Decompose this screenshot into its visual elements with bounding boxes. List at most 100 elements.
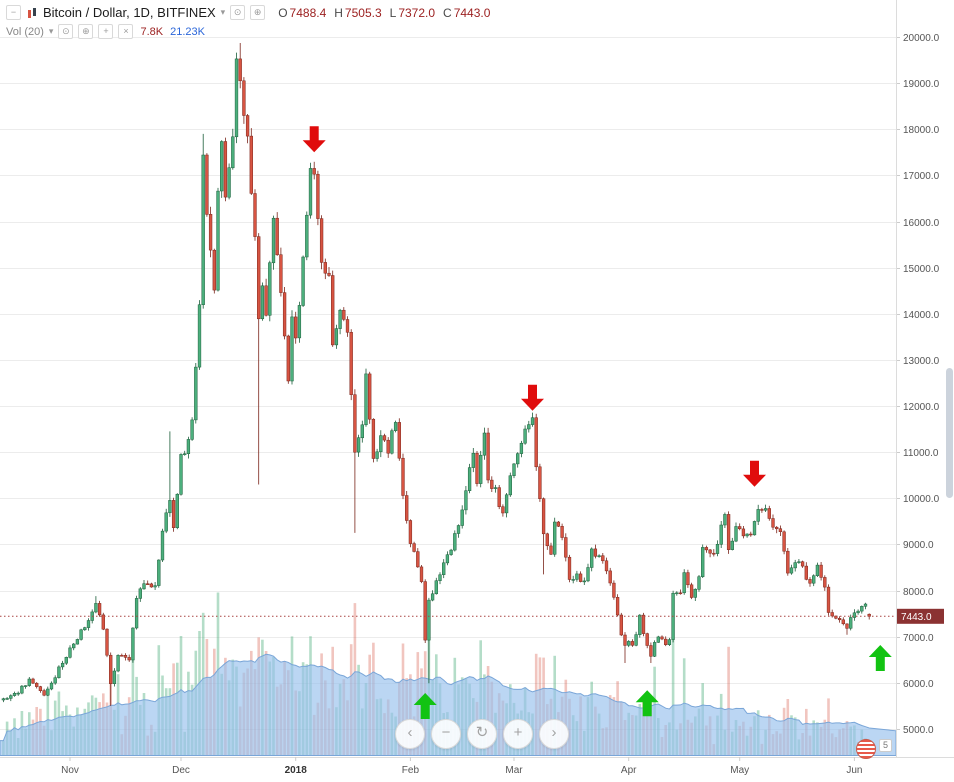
- y-axis-label: 14000.0: [903, 310, 940, 321]
- candle: [257, 236, 261, 320]
- candle: [290, 316, 294, 382]
- y-axis-label: 17000.0: [903, 171, 940, 182]
- close-icon[interactable]: ×: [118, 24, 134, 39]
- settings-icon[interactable]: ⊕: [78, 24, 94, 39]
- x-axis-label: Jun: [846, 765, 862, 776]
- candle: [760, 509, 764, 511]
- candle: [94, 603, 98, 613]
- candle: [541, 498, 546, 535]
- y-axis-label: 8000.0: [903, 587, 934, 598]
- candle: [349, 332, 353, 395]
- candle: [109, 654, 113, 684]
- candle: [830, 612, 834, 617]
- candle: [556, 521, 561, 527]
- close-label: C: [443, 5, 452, 20]
- y-axis-label: 7000.0: [903, 633, 934, 644]
- last-price-tag: 7443.0: [897, 608, 944, 624]
- candle: [168, 500, 172, 514]
- candle: [197, 304, 202, 368]
- broker-logo-icon[interactable]: [856, 739, 876, 759]
- visibility-icon[interactable]: ⊙: [58, 24, 74, 39]
- candle: [190, 419, 194, 440]
- down-arrow-annotation: [302, 126, 326, 153]
- volume-value: 7.8K: [140, 25, 164, 38]
- candle: [142, 583, 146, 590]
- candle: [756, 509, 760, 522]
- candle: [501, 506, 505, 514]
- open-label: O: [278, 5, 288, 20]
- candle: [123, 655, 128, 658]
- settings-icon[interactable]: ⊕: [250, 5, 266, 20]
- add-icon[interactable]: +: [98, 24, 114, 39]
- symbol-title[interactable]: Bitcoin / Dollar, 1D, BITFINEX: [43, 5, 216, 20]
- high-value: 7505.3: [344, 5, 382, 20]
- candle: [841, 619, 845, 625]
- candle: [194, 366, 198, 421]
- candle: [752, 521, 757, 536]
- candle: [767, 508, 771, 519]
- candle: [68, 647, 72, 658]
- bottom-right-widget[interactable]: 5: [856, 739, 893, 759]
- candle: [782, 531, 786, 552]
- candle: [31, 678, 35, 684]
- candle: [164, 512, 168, 532]
- collapse-pane-button[interactable]: −: [6, 5, 21, 20]
- candle: [301, 256, 305, 306]
- y-axis-label: 10000.0: [903, 494, 940, 505]
- candle: [800, 561, 805, 567]
- candle: [586, 567, 590, 582]
- candle: [712, 552, 716, 555]
- candle: [523, 428, 527, 444]
- candle: [508, 475, 512, 496]
- candle: [183, 453, 187, 455]
- candle: [845, 623, 849, 629]
- candle: [212, 249, 216, 291]
- x-axis-label: Dec: [172, 765, 190, 776]
- candle: [323, 262, 327, 274]
- candle: [368, 373, 372, 420]
- candle: [120, 655, 124, 657]
- pan-left-button[interactable]: ‹: [395, 719, 425, 749]
- candle: [282, 292, 287, 337]
- chart-nav-controls: ‹ − ↻ + ›: [395, 719, 569, 749]
- candle: [382, 435, 387, 441]
- candle: [146, 583, 150, 585]
- candle: [534, 417, 538, 468]
- candle: [75, 639, 80, 645]
- candle: [564, 537, 568, 558]
- volume-indicator-label[interactable]: Vol (20): [6, 25, 44, 38]
- candle: [793, 562, 797, 569]
- candle: [627, 641, 631, 646]
- pan-right-button[interactable]: ›: [539, 719, 569, 749]
- chevron-down-icon[interactable]: ▾: [220, 7, 226, 17]
- visibility-icon[interactable]: ⊙: [230, 5, 246, 20]
- candle: [186, 439, 191, 454]
- candle: [220, 141, 224, 192]
- candle: [245, 115, 250, 137]
- scrollbar-thumb[interactable]: [946, 368, 953, 498]
- candle: [308, 168, 313, 216]
- candle: [545, 533, 549, 547]
- candle: [538, 466, 542, 499]
- candle: [105, 628, 109, 656]
- zoom-out-button[interactable]: −: [431, 719, 461, 749]
- reset-view-button[interactable]: ↻: [467, 719, 497, 749]
- candle: [60, 662, 65, 668]
- candle: [20, 685, 24, 694]
- candle: [453, 533, 457, 551]
- candle: [397, 422, 401, 459]
- y-axis-label: 9000.0: [903, 540, 934, 551]
- candle: [812, 575, 816, 584]
- candle: [701, 547, 705, 577]
- candle: [116, 655, 120, 672]
- low-label: L: [389, 5, 397, 20]
- candle: [693, 588, 697, 598]
- candle: [590, 548, 594, 568]
- down-arrow-annotation: [521, 384, 544, 411]
- candle: [490, 479, 494, 489]
- candle: [375, 451, 379, 459]
- zoom-in-button[interactable]: +: [503, 719, 533, 749]
- chevron-down-icon[interactable]: ▾: [48, 26, 54, 36]
